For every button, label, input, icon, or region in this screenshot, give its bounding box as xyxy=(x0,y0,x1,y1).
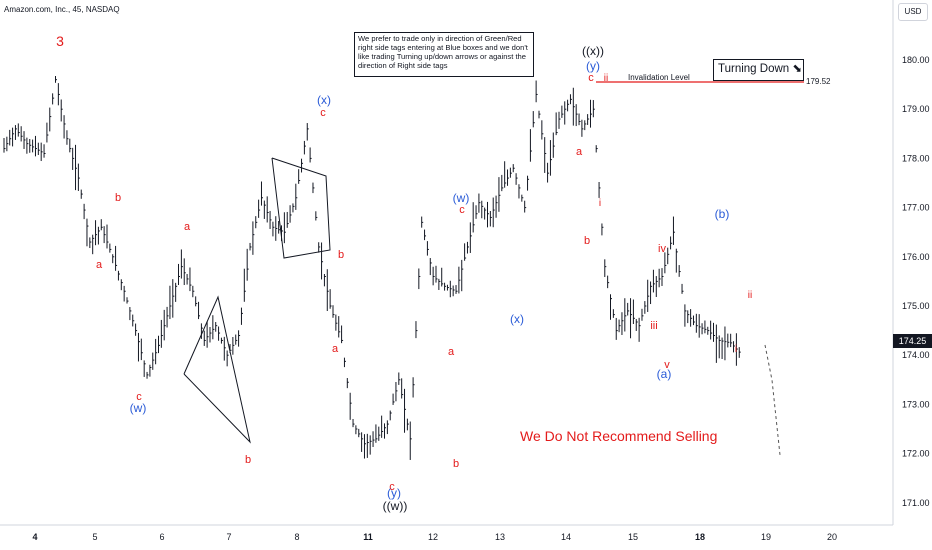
time-tick-label: 11 xyxy=(363,532,373,542)
wave-label: c xyxy=(136,391,142,403)
wave-label: c xyxy=(320,107,326,119)
invalidation-price: 179.52 xyxy=(806,77,831,86)
time-tick-label: 15 xyxy=(628,532,638,542)
wave-label: 3 xyxy=(56,33,64,49)
time-tick-label: 4 xyxy=(32,532,37,542)
wave-label: a xyxy=(184,221,191,233)
time-tick-label: 7 xyxy=(226,532,231,542)
wave-label: ((w)) xyxy=(383,499,408,513)
price-tick-label: 173.00 xyxy=(902,399,930,409)
wave-label: i xyxy=(599,198,601,209)
price-bars xyxy=(3,75,741,460)
currency-button[interactable]: USD xyxy=(898,3,928,21)
last-price-badge: 174.25 xyxy=(893,334,932,348)
wave-label: c xyxy=(459,204,465,216)
arrow-down-icon: ⬊ xyxy=(792,63,803,75)
wave-label: (y) xyxy=(387,486,401,500)
time-tick-label: 5 xyxy=(92,532,97,542)
wave-label: ii xyxy=(748,290,752,301)
time-tick-label: 14 xyxy=(561,532,571,542)
wave-label: b xyxy=(453,458,459,470)
time-tick-label: 6 xyxy=(159,532,164,542)
wave-label: (x) xyxy=(317,93,331,107)
invalidation-label: Invalidation Level xyxy=(628,73,690,82)
wave-label: ii xyxy=(604,73,608,84)
time-tick-label: 12 xyxy=(428,532,438,542)
wave-label: b xyxy=(584,235,590,247)
wave-label: a xyxy=(96,259,103,271)
wave-label: c xyxy=(389,481,395,493)
time-tick-label: 13 xyxy=(495,532,505,542)
projection-path xyxy=(764,344,781,456)
wave-label: a xyxy=(332,343,339,355)
wave-labels: 3abc(w)ab(x)cbac(y)((w))ab(w)c(x)ab((x))… xyxy=(56,33,752,513)
wave-label: (w) xyxy=(453,191,470,205)
turning-down-label: Turning Down xyxy=(718,63,790,75)
wave-label: a xyxy=(448,346,455,358)
time-tick-label: 8 xyxy=(294,532,299,542)
wave-label: (x) xyxy=(510,312,524,326)
price-axis[interactable]: 171.00 172.00 173.00 174.00 175.00 176.00 177.… xyxy=(902,55,930,508)
chart-title: Amazon.com, Inc., 45, NASDAQ xyxy=(4,5,120,14)
price-tick-label: 177.00 xyxy=(902,203,930,213)
wave-label: iii xyxy=(650,320,657,332)
price-tick-label: 179.00 xyxy=(902,104,930,114)
price-tick-label: 176.00 xyxy=(902,252,930,262)
price-tick-label: 175.00 xyxy=(902,301,930,311)
wave-label: v xyxy=(664,359,670,371)
wave-label: (y) xyxy=(586,59,600,73)
price-tick-label: 180.00 xyxy=(902,55,930,65)
disclaimer-note: We prefer to trade only in direction of … xyxy=(354,32,534,77)
wave-label: (w) xyxy=(130,401,147,415)
time-tick-label: 18 xyxy=(695,532,705,542)
price-tick-label: 171.00 xyxy=(902,498,930,508)
wave-label: a xyxy=(576,146,583,158)
triangle-pattern-left xyxy=(183,295,251,444)
time-tick-label: 19 xyxy=(761,532,771,542)
wave-label: c xyxy=(588,72,594,84)
wave-label: b xyxy=(245,454,251,466)
wave-label: i xyxy=(735,344,737,355)
wave-label: (b) xyxy=(715,207,730,221)
turning-down-box: Turning Down ⬊ xyxy=(713,59,804,81)
flag-pattern xyxy=(271,157,331,259)
wave-label: iv xyxy=(658,243,666,255)
wave-label: (a) xyxy=(657,367,672,381)
time-axis[interactable]: 4 5 6 7 8 11 12 13 14 15 18 19 20 xyxy=(32,532,837,542)
price-tick-label: 174.00 xyxy=(902,350,930,360)
warning-text: We Do Not Recommend Selling xyxy=(520,428,718,444)
wave-label: b xyxy=(338,249,344,261)
price-tick-label: 172.00 xyxy=(902,449,930,459)
price-tick-label: 178.00 xyxy=(902,153,930,163)
time-tick-label: 20 xyxy=(827,532,837,542)
wave-label: ((x)) xyxy=(582,44,604,58)
wave-label: b xyxy=(115,192,121,204)
